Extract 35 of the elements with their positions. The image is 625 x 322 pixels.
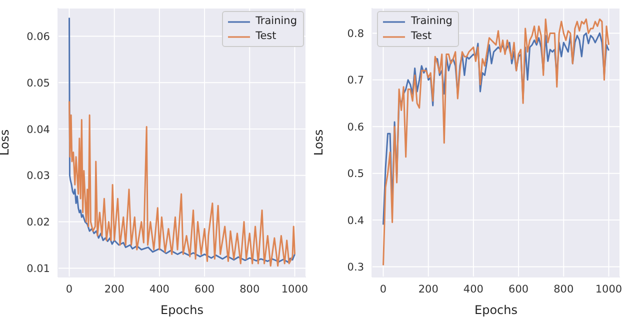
x-tick-label: 400 bbox=[463, 283, 484, 296]
x-tick-label: 200 bbox=[104, 283, 124, 296]
y-axis-title: Loss bbox=[311, 129, 326, 156]
x-tick-label: 400 bbox=[149, 283, 170, 296]
y-tick-label: 0.5 bbox=[347, 168, 364, 180]
y-tick-label: 0.03 bbox=[26, 170, 50, 182]
legend-label: Test bbox=[256, 29, 276, 44]
y-tick-label: 0.01 bbox=[26, 262, 50, 275]
x-axis-title: Epochs bbox=[474, 303, 518, 317]
line-series bbox=[382, 18, 610, 266]
legend-label: Training bbox=[256, 14, 297, 29]
line-series bbox=[68, 100, 296, 267]
y-tick-label: 0.4 bbox=[347, 214, 364, 227]
x-tick-label: 1000 bbox=[595, 283, 622, 296]
x-tick-label: 600 bbox=[194, 283, 215, 296]
y-tick-label: 0.7 bbox=[347, 74, 364, 87]
legend-label: Test bbox=[411, 29, 432, 44]
y-tick-label: 0.6 bbox=[347, 121, 364, 134]
y-tick-label: 0.06 bbox=[26, 31, 50, 44]
y-tick-label: 0.02 bbox=[26, 216, 50, 229]
y-tick-label: 0.05 bbox=[26, 77, 50, 90]
x-tick-label: 0 bbox=[66, 283, 73, 296]
x-axis-title: Epochs bbox=[160, 303, 204, 317]
x-tick-label: 200 bbox=[418, 283, 438, 296]
x-tick-label: 800 bbox=[554, 283, 574, 296]
x-tick-label: 1000 bbox=[281, 283, 308, 296]
y-tick-label: 0.04 bbox=[26, 124, 50, 136]
y-tick-label: 0.8 bbox=[347, 28, 364, 40]
x-tick-label: 800 bbox=[240, 283, 260, 296]
x-tick-label: 600 bbox=[508, 283, 529, 296]
line-series bbox=[68, 16, 296, 263]
y-axis-title: Loss bbox=[0, 129, 12, 156]
x-tick-label: 0 bbox=[380, 283, 387, 296]
y-tick-label: 0.3 bbox=[347, 261, 364, 274]
legend-label: Training bbox=[411, 14, 452, 29]
